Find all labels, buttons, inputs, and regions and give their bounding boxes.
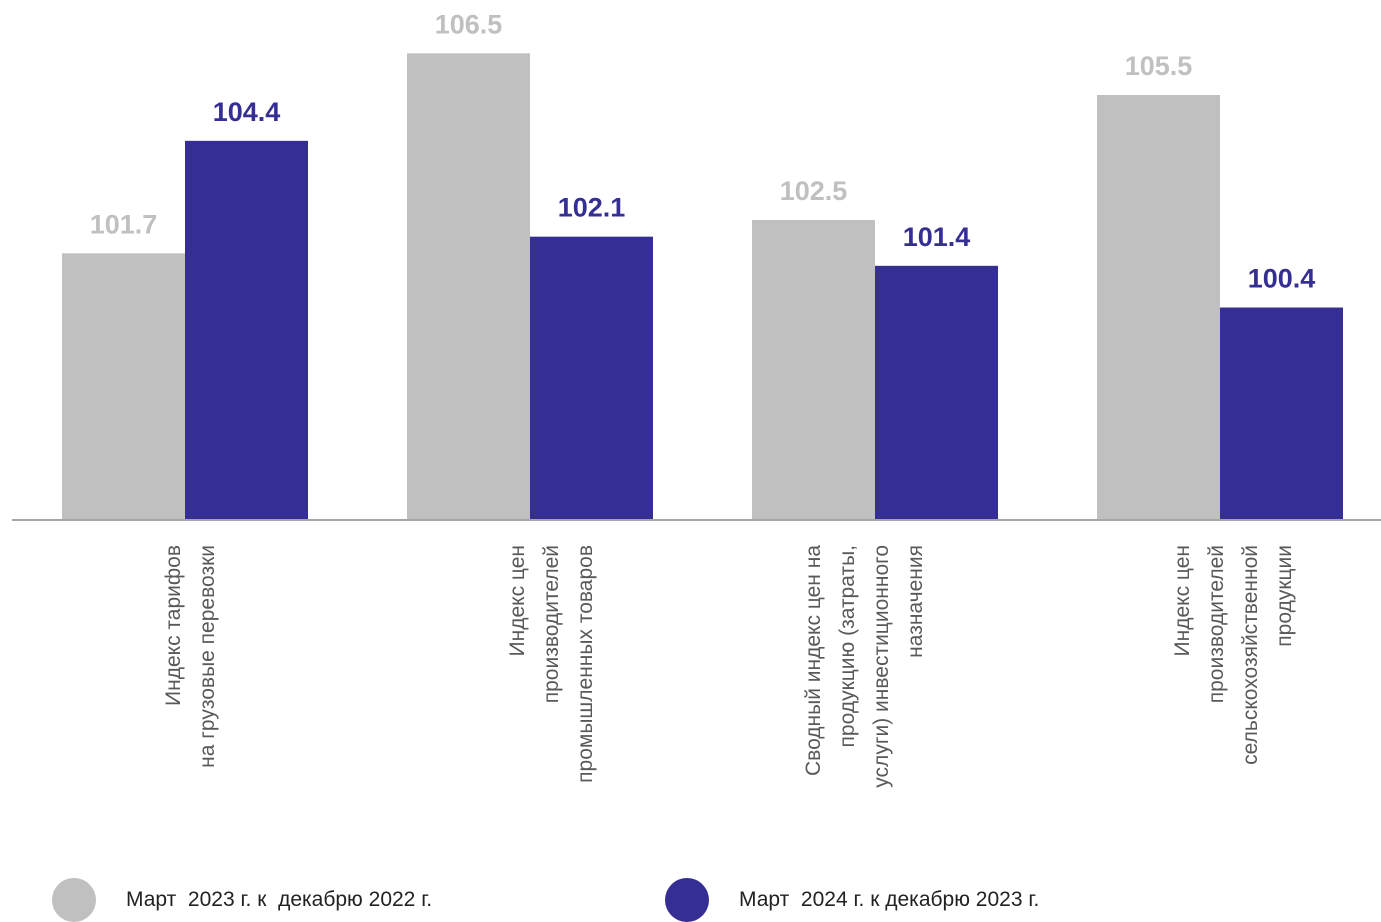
data-label-series-2-cat-2: 102.1 bbox=[558, 193, 626, 223]
bar-series-2-cat-4 bbox=[1220, 307, 1343, 520]
data-label-series-1-cat-4: 105.5 bbox=[1125, 51, 1193, 81]
data-label-series-2-cat-3: 101.4 bbox=[903, 222, 971, 252]
category-label-3-line-1: Сводный индекс цен на bbox=[802, 545, 825, 776]
category-label-1-line-2: на грузовые перевозки bbox=[196, 545, 219, 768]
legend-swatch-series-2 bbox=[665, 878, 709, 922]
category-label-4: Индекс цен производителей сельскохозяйстве… bbox=[1171, 545, 1296, 765]
data-label-series-2-cat-1: 104.4 bbox=[213, 97, 281, 127]
category-label-3-line-4: назначения bbox=[904, 545, 927, 658]
category-label-3-line-3: услуги) инвестиционного bbox=[870, 545, 893, 788]
category-label-1: Индекс тарифов на грузовые перевозки bbox=[162, 545, 219, 768]
data-label-series-2-cat-4: 100.4 bbox=[1248, 264, 1316, 294]
bars-group: 101.7 106.5 102.5 105.5 104.4 102.1 101.4 100.4 bbox=[62, 9, 1343, 521]
category-label-4-line-3: сельскохозяйственной bbox=[1239, 545, 1262, 765]
category-label-1-line-1: Индекс тарифов bbox=[162, 545, 185, 706]
category-label-2: Индекс цен производителей промышленных тов… bbox=[506, 545, 597, 783]
category-label-4-line-4: продукции bbox=[1273, 545, 1296, 647]
legend-swatch-series-1 bbox=[52, 878, 96, 922]
category-label-3: Сводный индекс цен на продукцию (затраты,… bbox=[802, 545, 927, 788]
bar-series-1-cat-1 bbox=[62, 253, 185, 521]
category-label-3-line-2: продукцию (затраты, bbox=[836, 545, 859, 747]
data-label-series-1-cat-1: 101.7 bbox=[90, 209, 158, 239]
bar-series-1-cat-2 bbox=[407, 53, 530, 520]
bar-series-2-cat-3 bbox=[875, 265, 998, 520]
category-label-4-line-2: производителей bbox=[1205, 545, 1228, 703]
category-labels: Индекс тарифов на грузовые перевозки Индек… bbox=[162, 545, 1296, 788]
bar-series-2-cat-2 bbox=[530, 236, 653, 520]
category-label-2-line-3: промышленных товаров bbox=[574, 545, 597, 783]
bar-series-2-cat-1 bbox=[185, 140, 308, 521]
bar-series-1-cat-4 bbox=[1097, 95, 1220, 520]
data-label-series-1-cat-2: 106.5 bbox=[435, 9, 503, 39]
category-label-2-line-1: Индекс цен bbox=[506, 545, 529, 656]
legend-label-series-1: Март 2023 г. к декабрю 2022 г. bbox=[126, 888, 433, 911]
legend-item-series-2: Март 2024 г. к декабрю 2023 г. bbox=[665, 878, 1039, 922]
category-label-2-line-2: производителей bbox=[540, 545, 563, 703]
legend-item-series-1: Март 2023 г. к декабрю 2022 г. bbox=[52, 878, 432, 922]
legend-label-series-2: Март 2024 г. к декабрю 2023 г. bbox=[739, 888, 1040, 911]
bar-series-1-cat-3 bbox=[752, 220, 875, 520]
bar-chart: 101.7 106.5 102.5 105.5 104.4 102.1 101.4 100.4… bbox=[12, 9, 1381, 788]
data-label-series-1-cat-3: 102.5 bbox=[780, 176, 848, 206]
category-label-4-line-1: Индекс цен bbox=[1171, 545, 1194, 656]
